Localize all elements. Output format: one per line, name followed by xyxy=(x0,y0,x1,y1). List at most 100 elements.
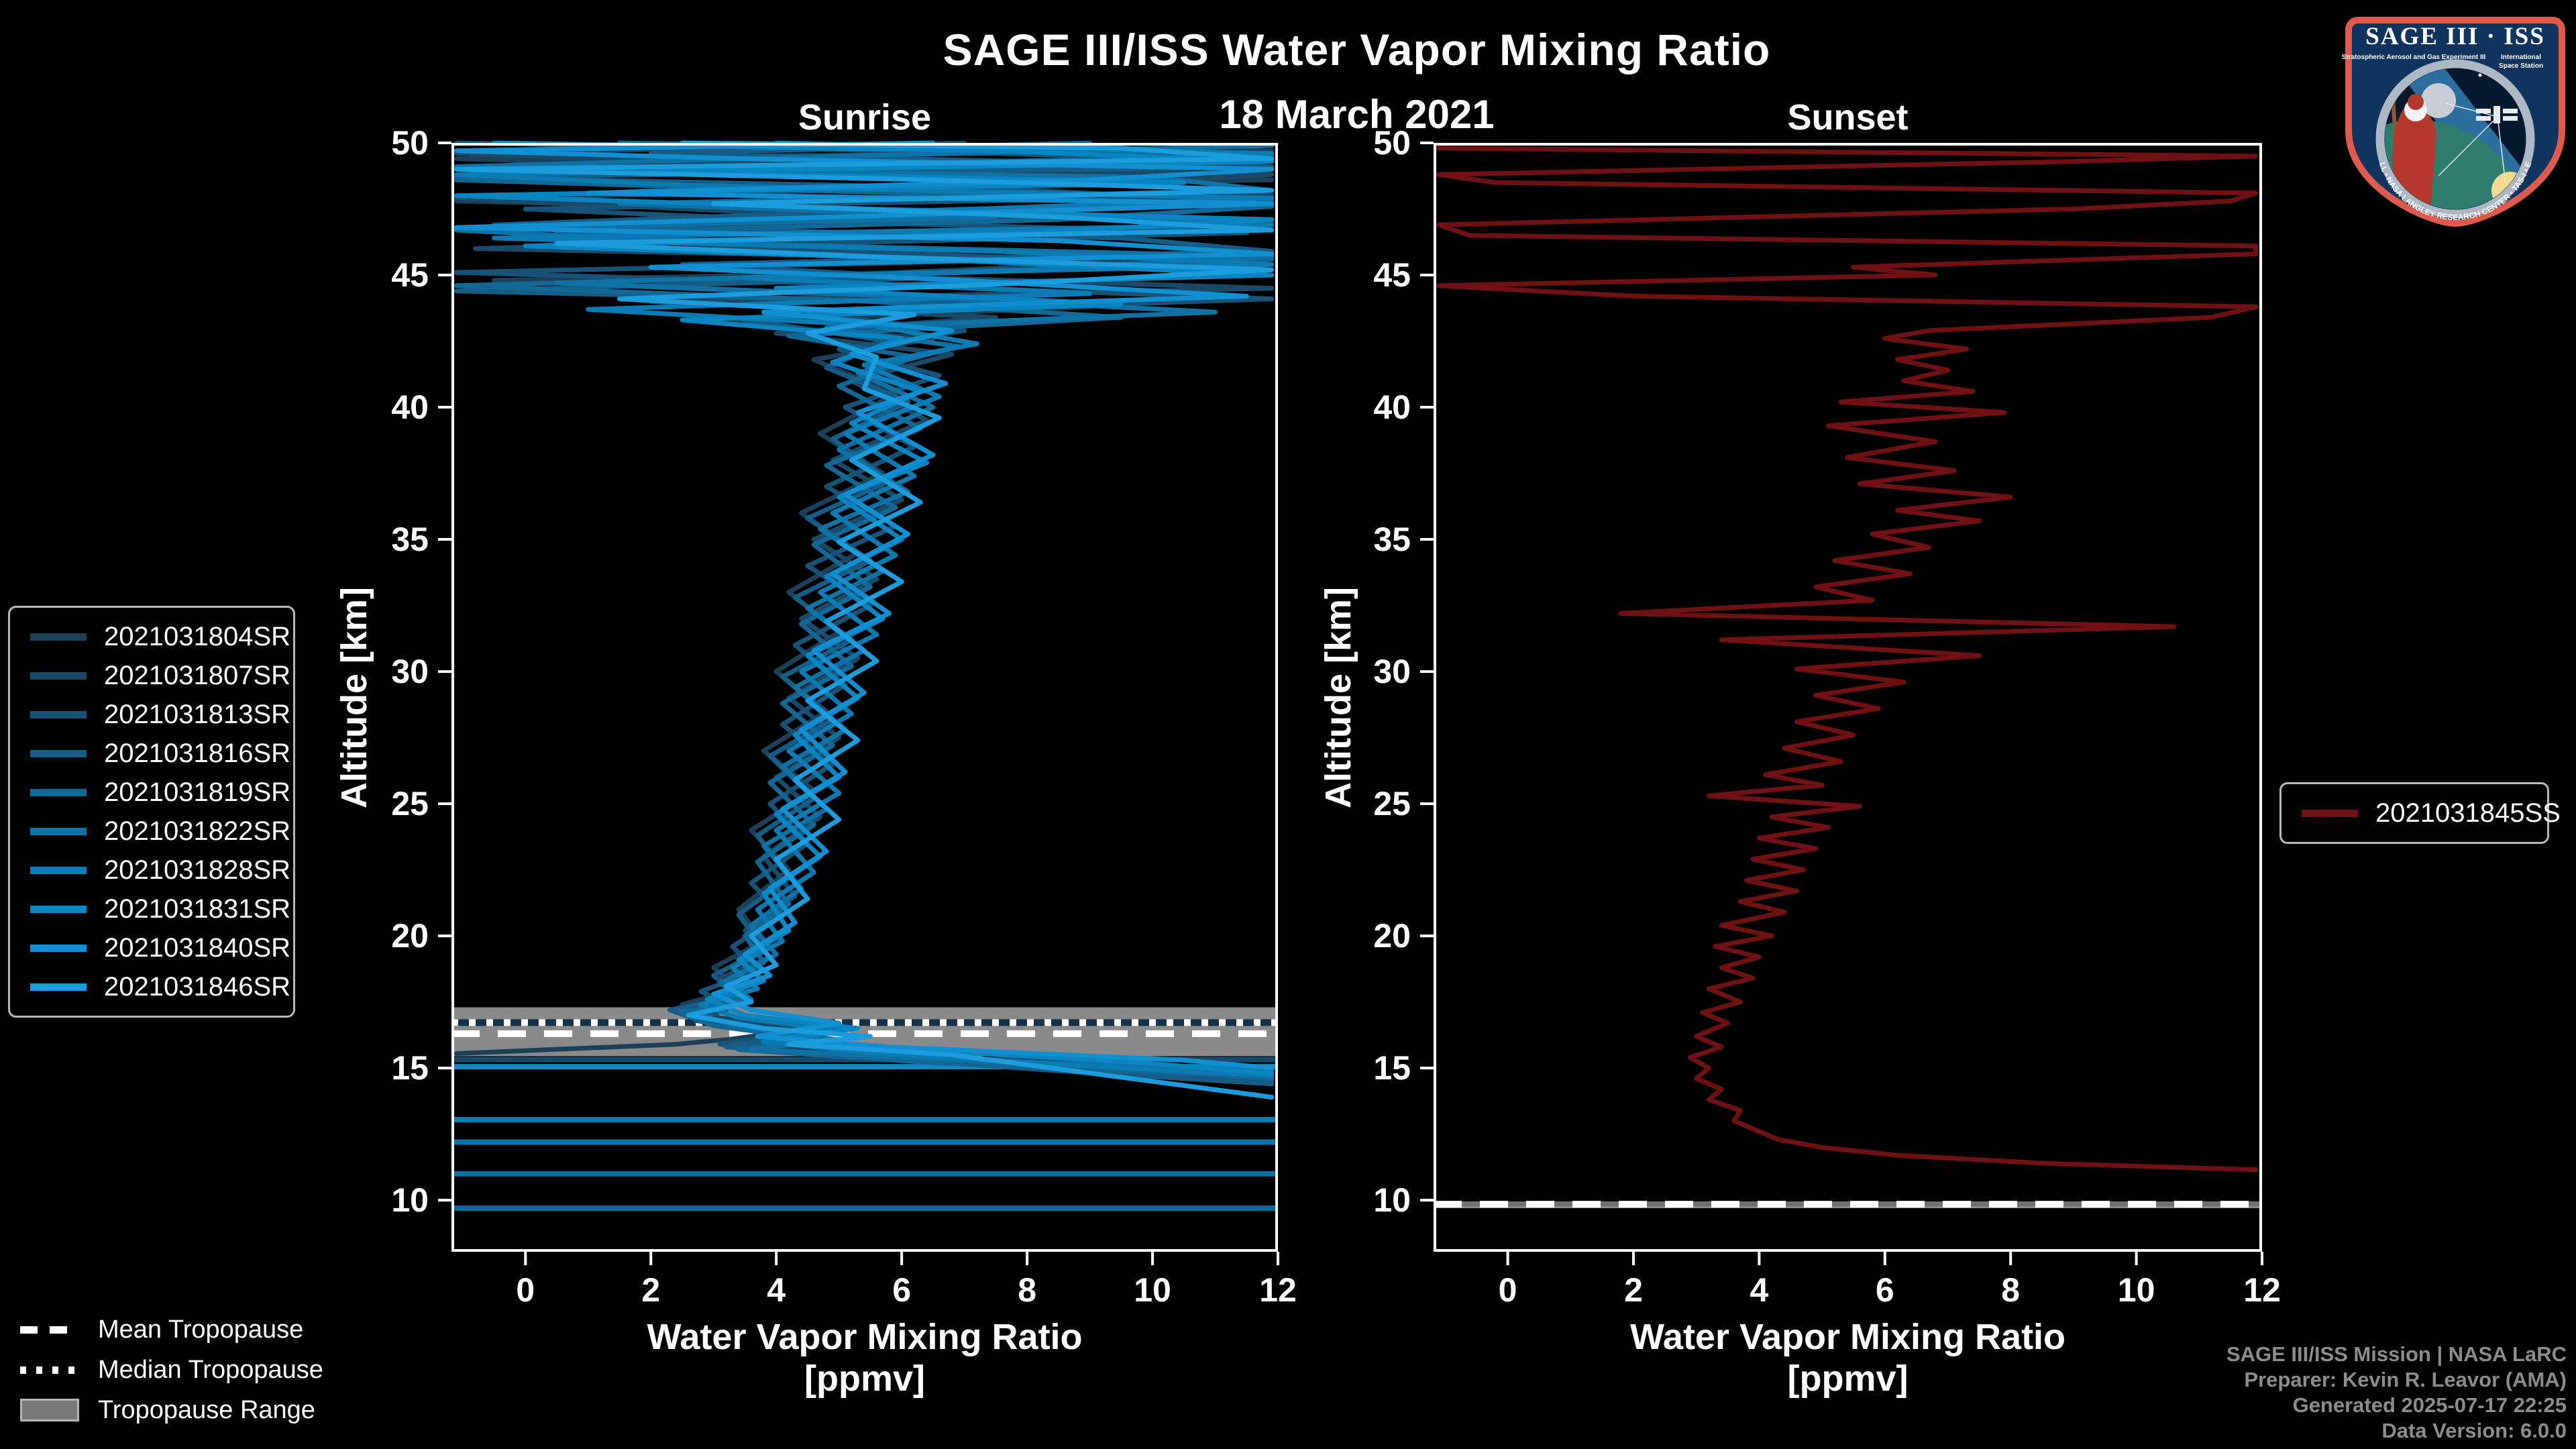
logo-title: SAGE III · ISS xyxy=(2365,23,2545,50)
sunrise-panel-title: Sunrise xyxy=(798,97,932,138)
x-label-line2: [ppmv] xyxy=(804,1358,925,1399)
attribution-preparer: Preparer: Kevin R. Leavor (AMA) xyxy=(2244,1368,2567,1391)
svg-text:30: 30 xyxy=(1373,653,1411,690)
svg-text:10: 10 xyxy=(391,1181,429,1219)
legend-event-label: 2021031828SR xyxy=(104,855,291,885)
sunrise-events-legend: 2021031804SR 2021031807SR 2021031813SR 2021… xyxy=(8,606,295,1018)
sage-iii-iss-logo: SAGE III · ISS Stratospheric Aerosol and… xyxy=(2335,1,2565,227)
legend-item: 2021031816SR xyxy=(23,734,290,773)
logo-occultation-rays xyxy=(2438,103,2506,184)
svg-text:2: 2 xyxy=(1624,1271,1643,1309)
mean-tropopause-label: Mean Tropopause xyxy=(98,1315,304,1344)
svg-text:45: 45 xyxy=(1373,256,1411,294)
legend-item: 2021031845SS xyxy=(2295,794,2561,833)
legend-line-swatch xyxy=(2302,809,2358,817)
legend-item: 2021031822SR xyxy=(23,812,290,851)
legend-line-swatch xyxy=(30,866,87,874)
logo-subtitle-sage: Stratospheric Aerosol and Gas Experiment… xyxy=(2342,54,2486,61)
legend-line-swatch xyxy=(30,788,87,796)
median-tropopause-label: Median Tropopause xyxy=(98,1355,323,1384)
svg-text:20: 20 xyxy=(391,917,429,955)
logo-iss xyxy=(2476,106,2518,123)
svg-text:8: 8 xyxy=(2001,1271,2020,1309)
legend-line-swatch xyxy=(30,633,87,641)
legend-item: 2021031828SR xyxy=(23,851,290,890)
svg-text:15: 15 xyxy=(391,1049,429,1087)
svg-text:8: 8 xyxy=(1018,1271,1036,1309)
mean-tropopause-dashed-swatch xyxy=(20,1318,79,1342)
legend-event-label: 2021031813SR xyxy=(104,699,291,729)
legend-item: 2021031831SR xyxy=(23,890,290,928)
mean-tropopause-legend-item: Mean Tropopause xyxy=(20,1309,323,1350)
logo-subtitle-iss-2: Space Station xyxy=(2499,62,2543,70)
tropopause-range-swatch xyxy=(20,1398,79,1422)
legend-event-label: 2021031819SR xyxy=(104,777,291,807)
logo-wizard-hood xyxy=(2408,94,2424,110)
legend-event-label: 2021031845SS xyxy=(2375,798,2561,828)
svg-text:25: 25 xyxy=(391,785,429,822)
svg-text:15: 15 xyxy=(1373,1049,1411,1087)
sunrise-plot: 0 2 4 6 8 10 12 10 15 20 25 30 35 40 45 50 xyxy=(391,124,1296,1309)
legend-item: 2021031819SR xyxy=(23,773,290,812)
legend-line-swatch xyxy=(30,749,87,757)
x-label-line1: Water Vapor Mixing Ratio xyxy=(1629,1317,2066,1357)
legend-event-label: 2021031807SR xyxy=(104,660,291,690)
legend-item: 2021031840SR xyxy=(23,928,290,967)
tropopause-legend: Mean Tropopause Median Tropopause Tropop… xyxy=(20,1309,323,1430)
legend-event-label: 2021031804SR xyxy=(104,621,291,651)
legend-event-label: 2021031822SR xyxy=(104,816,291,846)
legend-event-label: 2021031831SR xyxy=(104,894,291,924)
median-tropopause-dotted-swatch xyxy=(20,1358,79,1382)
svg-text:10: 10 xyxy=(2118,1271,2155,1309)
svg-text:25: 25 xyxy=(1373,785,1411,822)
sunrise-x-axis-label: Water Vapor Mixing Ratio [ppmv] xyxy=(451,1316,1278,1399)
chart-date-wrap: 18 March 2021 xyxy=(451,91,2262,138)
svg-text:2: 2 xyxy=(641,1271,660,1309)
svg-text:50: 50 xyxy=(1373,124,1411,162)
median-tropopause-legend-item: Median Tropopause xyxy=(20,1350,323,1390)
legend-line-swatch xyxy=(30,983,87,991)
svg-text:0: 0 xyxy=(1499,1271,1517,1309)
page-title: SAGE III/ISS Water Vapor Mixing Ratio xyxy=(451,24,2262,75)
svg-text:40: 40 xyxy=(1373,388,1411,426)
chart-title: SAGE III/ISS Water Vapor Mixing Ratio xyxy=(943,25,1771,74)
logo-subtitle-iss-1: International xyxy=(2501,54,2541,61)
svg-text:12: 12 xyxy=(2243,1271,2281,1309)
tropopause-range-label: Tropopause Range xyxy=(98,1395,315,1424)
svg-text:0: 0 xyxy=(516,1271,535,1309)
legend-event-label: 2021031840SR xyxy=(104,932,291,963)
legend-line-swatch xyxy=(30,905,87,913)
legend-line-swatch xyxy=(30,672,87,680)
legend-item: 2021031804SR xyxy=(23,617,290,656)
sunset-x-axis-label: Water Vapor Mixing Ratio [ppmv] xyxy=(1434,1316,2262,1399)
legend-item: 2021031813SR xyxy=(23,695,290,734)
logo-earth xyxy=(2385,120,2526,209)
legend-line-swatch xyxy=(30,827,87,835)
svg-text:20: 20 xyxy=(1373,917,1411,955)
x-label-line2: [ppmv] xyxy=(1787,1358,1909,1399)
legend-event-label: 2021031846SR xyxy=(104,971,291,1002)
chart-date: 18 March 2021 xyxy=(1219,92,1495,137)
attribution-block: SAGE III/ISS Mission | NASA LaRC Prepare… xyxy=(2226,1342,2567,1444)
svg-text:12: 12 xyxy=(1259,1271,1297,1309)
sunset-events-legend: 2021031845SS xyxy=(2279,782,2561,844)
svg-text:50: 50 xyxy=(391,124,429,162)
legend-line-swatch xyxy=(30,944,87,952)
legend-line-swatch xyxy=(30,710,87,718)
sunrise-y-axis-label: Altitude [km] xyxy=(334,587,374,808)
legend-item: 2021031807SR xyxy=(23,656,290,695)
svg-text:6: 6 xyxy=(1876,1271,1894,1309)
logo-moon xyxy=(2421,83,2456,118)
legend-item: 2021031846SR xyxy=(23,967,290,1006)
sunset-y-axis-label: Altitude [km] xyxy=(1318,587,1358,808)
svg-text:40: 40 xyxy=(391,388,429,426)
sunset-plot: 0 2 4 6 8 10 12 10 15 20 25 30 35 40 45 50 xyxy=(1373,124,2280,1309)
svg-text:30: 30 xyxy=(391,653,429,690)
svg-text:10: 10 xyxy=(1134,1271,1171,1309)
tropopause-range-legend-item: Tropopause Range xyxy=(20,1390,323,1430)
legend-event-label: 2021031816SR xyxy=(104,738,291,768)
svg-text:6: 6 xyxy=(892,1271,911,1309)
x-label-line1: Water Vapor Mixing Ratio xyxy=(647,1317,1083,1357)
svg-text:45: 45 xyxy=(391,256,429,294)
svg-text:35: 35 xyxy=(391,521,429,558)
